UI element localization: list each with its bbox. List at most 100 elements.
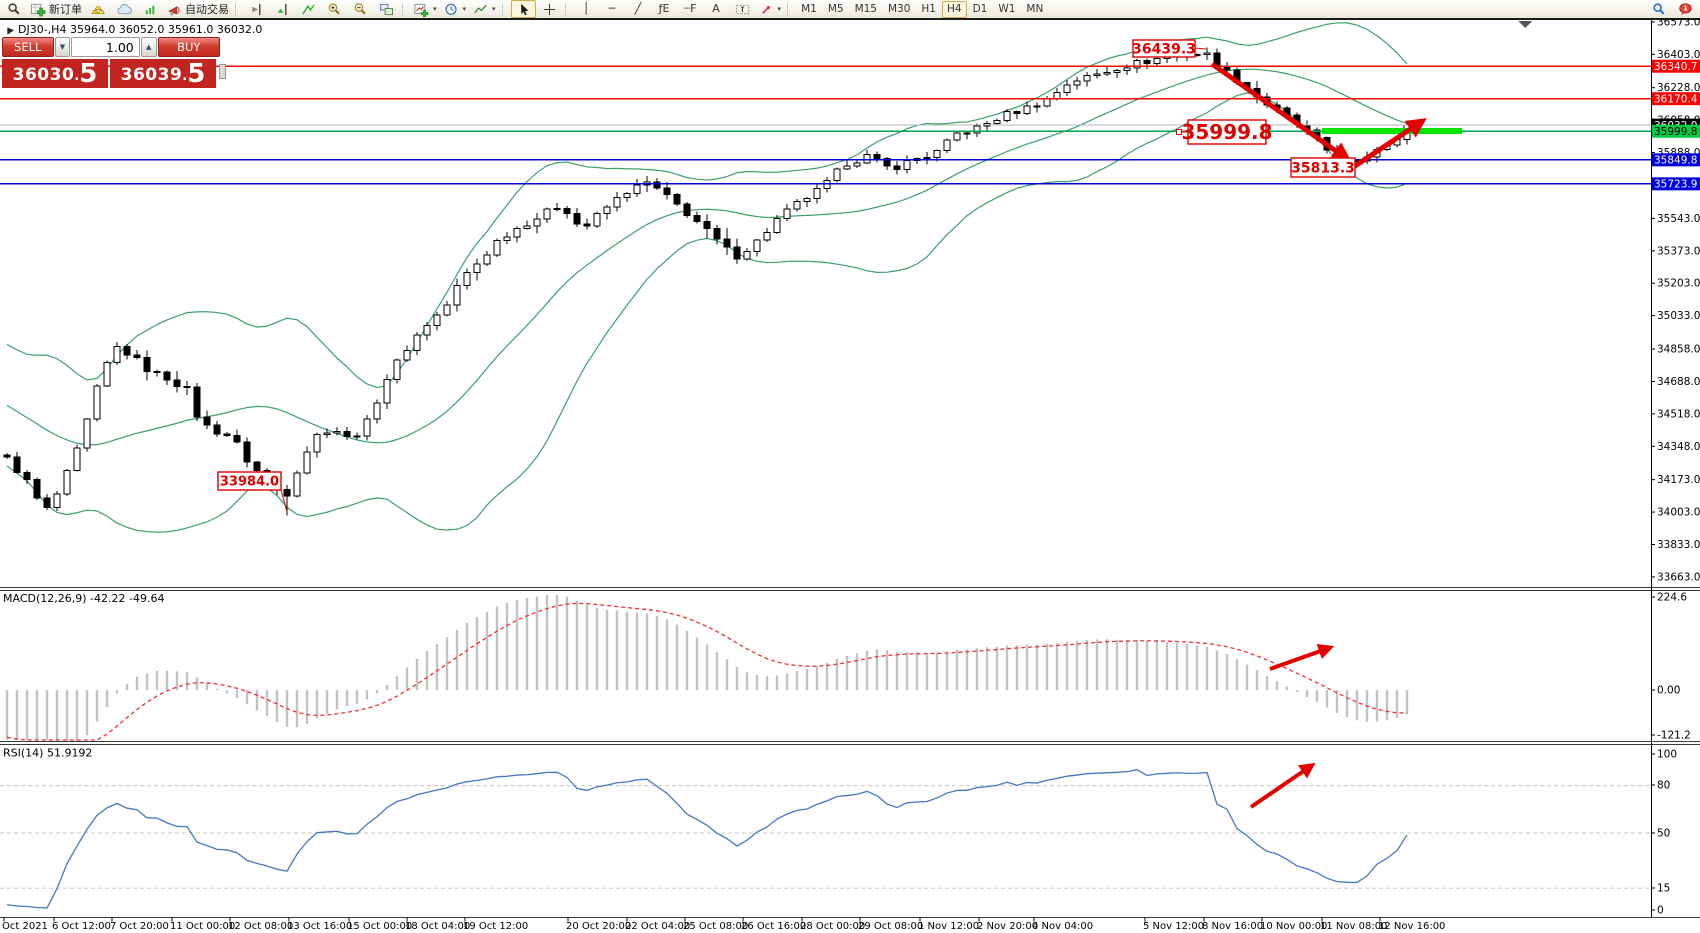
timeframe-h4-button[interactable]: H4 bbox=[941, 0, 967, 18]
svg-text:20 Oct 20:00: 20 Oct 20:00 bbox=[566, 921, 631, 932]
panel-frames bbox=[0, 18, 1700, 918]
sell-button[interactable]: SELL bbox=[2, 37, 54, 57]
toolbar-label-tool[interactable] bbox=[730, 0, 755, 18]
svg-text:22 Oct 04:00: 22 Oct 04:00 bbox=[625, 921, 690, 932]
svg-text:5 Nov 12:00: 5 Nov 12:00 bbox=[1143, 921, 1204, 932]
svg-text:224.6: 224.6 bbox=[1657, 592, 1687, 604]
volume-increase-button[interactable]: ▲ bbox=[140, 37, 157, 57]
buy-price-int: 36039 bbox=[120, 65, 183, 85]
toolbar-zoom-out-button[interactable] bbox=[348, 0, 373, 18]
date-axis: Oct 2021 6 Oct 12:00 7 Oct 20:00 11 Oct 00:… bbox=[2, 917, 1445, 932]
toolbar-arrows-tool[interactable]: ▾ bbox=[756, 0, 785, 18]
toolbar-scale-fix-button[interactable] bbox=[296, 0, 321, 18]
volume-decrease-button[interactable]: ▼ bbox=[54, 37, 71, 57]
svg-text:34173.0: 34173.0 bbox=[1657, 474, 1700, 486]
svg-text:35999.8: 35999.8 bbox=[1181, 120, 1272, 144]
toolbar-new-order-button[interactable]: 新订单 bbox=[28, 0, 85, 18]
toolbar-autotrade-button[interactable]: 自动交易 bbox=[164, 0, 232, 18]
svg-text:35723.9: 35723.9 bbox=[1654, 179, 1697, 191]
svg-text:RSI(14) 51.9192: RSI(14) 51.9192 bbox=[3, 747, 92, 760]
buy-button[interactable]: BUY bbox=[157, 37, 220, 57]
timeframe-d1-button[interactable]: D1 bbox=[972, 3, 988, 15]
svg-text:6 Oct 12:00: 6 Oct 12:00 bbox=[52, 921, 111, 932]
sell-price-display[interactable]: 36030 . 5 bbox=[2, 59, 108, 88]
toolbar-auto-scroll-button[interactable] bbox=[270, 0, 295, 18]
timeframe-m30-button[interactable]: M30 bbox=[887, 3, 911, 15]
rsi-level-lines bbox=[0, 785, 1651, 889]
toolbar-publish-button[interactable] bbox=[112, 0, 137, 18]
svg-text:MACD(12,26,9) -42.22 -49.64: MACD(12,26,9) -42.22 -49.64 bbox=[3, 592, 164, 605]
svg-text:36439.3: 36439.3 bbox=[1132, 42, 1196, 58]
toolbar: 新订单 自动交易 ▾ ▾ ▾ │ ─ ╱ ƒE ┈F A ▾ M1 M5 M15 M30 H1 H4 D1 W1 MN 1 bbox=[0, 0, 1700, 18]
toolbar-gold-button[interactable] bbox=[86, 0, 111, 18]
toolbar-fibonacci-tool[interactable]: ┈F bbox=[678, 0, 703, 18]
hline-tool-glyph: ─ bbox=[608, 2, 616, 15]
arrows-tool-caret-icon: ▾ bbox=[777, 5, 782, 13]
chart-symbol-ohlc: DJ30-,H4 35964.0 36052.0 35961.0 36032.0 bbox=[4, 23, 262, 36]
arrow-tool-icon bbox=[761, 5, 770, 14]
svg-text:35203.0: 35203.0 bbox=[1657, 278, 1700, 290]
timeframe-m1-button[interactable]: M1 bbox=[801, 3, 817, 15]
toolbar-tile-windows-button[interactable] bbox=[374, 0, 399, 18]
timeframe-w1-button[interactable]: W1 bbox=[998, 3, 1016, 15]
toolbar-search-button[interactable] bbox=[1647, 0, 1672, 18]
timeframe-h1-button[interactable]: H1 bbox=[921, 3, 936, 15]
megaphone-icon bbox=[168, 5, 180, 15]
chart-shift-marker bbox=[1518, 21, 1532, 28]
new-chart-icon bbox=[414, 3, 429, 17]
toolbar-hline-tool[interactable]: ─ bbox=[600, 0, 625, 18]
one-click-trading-panel: SELL ▼ 1.00 ▲ BUY 36030 . 5 36039 . 5 bbox=[2, 37, 220, 88]
svg-text:80: 80 bbox=[1657, 780, 1670, 792]
price-annotation-35999-8: 35999.8 bbox=[1176, 119, 1273, 145]
toolbar-cursor-tool[interactable] bbox=[510, 0, 536, 18]
toolbar-zoom-in-button[interactable] bbox=[322, 0, 347, 18]
chart-area[interactable]: 36439.3 35999.8 35813.3 33984.0 36573.0 36403… bbox=[0, 18, 1700, 933]
toolbar-trendline-tool[interactable]: ╱ bbox=[626, 0, 651, 18]
rsi-label: RSI(14) 51.9192 bbox=[3, 747, 92, 760]
timeframe-m15-button[interactable]: M15 bbox=[854, 3, 877, 15]
shift-icon bbox=[252, 3, 261, 15]
toolbar-text-tool[interactable]: A bbox=[704, 0, 729, 18]
svg-text:11 Nov 08:00: 11 Nov 08:00 bbox=[1320, 921, 1387, 932]
toolbar-chart-type-button[interactable]: ▾ bbox=[470, 0, 499, 18]
svg-text:Oct 2021: Oct 2021 bbox=[2, 921, 48, 932]
svg-text:33663.0: 33663.0 bbox=[1657, 571, 1700, 583]
toolbar-separator bbox=[235, 2, 240, 16]
equidistant-channel-tool-glyph: ƒE bbox=[658, 2, 670, 15]
toolbar-signals-button[interactable] bbox=[138, 0, 163, 18]
buy-price-display[interactable]: 36039 . 5 bbox=[110, 59, 216, 88]
svg-text:26 Oct 16:00: 26 Oct 16:00 bbox=[741, 921, 806, 932]
timeframe-mn-button[interactable]: MN bbox=[1026, 3, 1044, 15]
toolbar-profiles-button[interactable]: ▾ bbox=[441, 0, 470, 18]
macd-panel bbox=[5, 595, 1409, 741]
crosshair-icon bbox=[543, 3, 555, 15]
svg-text:1 Nov 12:00: 1 Nov 12:00 bbox=[918, 921, 979, 932]
fibonacci-tool-glyph: ┈F bbox=[683, 2, 697, 15]
toolbar-vline-tool[interactable]: │ bbox=[574, 0, 599, 18]
chart-type-button-caret-icon: ▾ bbox=[492, 5, 496, 13]
buy-price-dot: . bbox=[182, 69, 188, 84]
toolbar-equidistant-channel-tool[interactable]: ƒE bbox=[652, 0, 677, 18]
rsi-arrow bbox=[1249, 762, 1316, 809]
svg-text:34518.0: 34518.0 bbox=[1657, 408, 1700, 420]
toolbar-separator bbox=[402, 2, 407, 16]
new-chart-button-caret-icon: ▾ bbox=[433, 5, 437, 13]
svg-text:12 Oct 08:00: 12 Oct 08:00 bbox=[228, 921, 293, 932]
cursor-icon bbox=[520, 3, 528, 15]
svg-text:36403.0: 36403.0 bbox=[1657, 49, 1700, 61]
timeframe-m5-button[interactable]: M5 bbox=[827, 3, 844, 15]
toolbar-chart-shift-button[interactable] bbox=[244, 0, 269, 18]
svg-text:13 Oct 16:00: 13 Oct 16:00 bbox=[287, 921, 352, 932]
toolbar-notifications-button[interactable]: 1 bbox=[1673, 0, 1698, 18]
trade-panel-collapse-handle[interactable] bbox=[219, 64, 226, 79]
profiles-button-caret-icon: ▾ bbox=[462, 5, 467, 13]
text-tool-glyph: A bbox=[712, 2, 720, 15]
new-order-icon bbox=[31, 3, 46, 16]
rsi-panel bbox=[6, 769, 1408, 909]
volume-input[interactable]: 1.00 bbox=[71, 37, 140, 57]
toolbar-crosshair-tool[interactable] bbox=[537, 0, 562, 18]
scroll-icon bbox=[277, 3, 287, 15]
svg-text:50: 50 bbox=[1657, 828, 1670, 840]
toolbar-new-chart-button[interactable]: ▾ bbox=[411, 0, 440, 18]
